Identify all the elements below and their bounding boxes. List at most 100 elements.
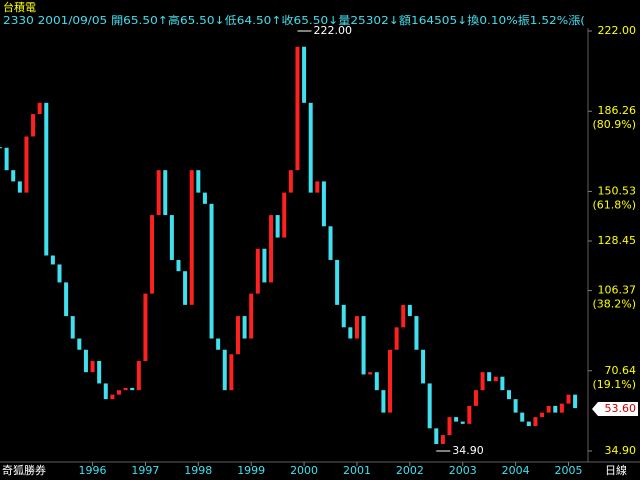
candle: [321, 181, 326, 227]
candle: [136, 360, 141, 391]
candle: [44, 102, 49, 256]
candle: [421, 349, 426, 384]
candle: [235, 316, 240, 355]
candle: [540, 412, 545, 418]
candle: [434, 428, 439, 445]
last-price-label: 53.60: [605, 402, 637, 415]
y-tick-label: 150.53: [598, 184, 637, 197]
candle: [50, 255, 55, 265]
y-tick-label: 128.45: [598, 234, 637, 247]
period-label: 日線: [605, 463, 627, 477]
candle: [249, 293, 254, 339]
candle: [354, 316, 359, 339]
candle: [77, 338, 82, 350]
y-tick-label: 186.26: [598, 104, 637, 117]
candle: [394, 327, 399, 350]
candle: [533, 417, 538, 427]
candle: [295, 46, 300, 171]
y-tick-label: 106.37: [598, 284, 637, 297]
candle: [255, 248, 260, 294]
chart-title: 台積電: [3, 0, 36, 14]
candle: [196, 170, 201, 193]
candle: [123, 387, 128, 391]
candle: [24, 136, 29, 193]
y-tick-label: 70.64: [605, 364, 637, 377]
candle: [143, 293, 148, 361]
candle: [11, 170, 16, 182]
candle: [216, 338, 221, 350]
candle: [447, 417, 452, 436]
candle: [116, 390, 121, 395]
candle: [467, 405, 472, 424]
candle: [553, 405, 558, 413]
candle: [183, 271, 188, 305]
candle: [130, 387, 135, 391]
candle: [242, 316, 247, 339]
candle: [90, 360, 95, 373]
last-price-box: [592, 402, 638, 417]
candle: [169, 215, 174, 260]
candle: [57, 264, 62, 283]
candle: [348, 327, 353, 339]
candle: [222, 349, 227, 391]
y-tick-label: 222.00: [598, 24, 637, 37]
quote-info: 2330 2001/09/05 開65.50↑高65.50↓低64.50↑收65…: [3, 13, 585, 27]
candle: [328, 226, 333, 260]
x-tick-label: 2005: [554, 464, 582, 477]
candle: [156, 170, 161, 216]
candle: [31, 114, 36, 137]
candle: [506, 390, 511, 400]
candle: [546, 405, 551, 413]
candle: [308, 102, 313, 193]
candle: [202, 192, 207, 204]
candle: [407, 304, 412, 317]
candle: [83, 349, 88, 373]
candle: [440, 435, 445, 445]
candle: [460, 421, 465, 424]
candle: [229, 354, 234, 391]
candle: [110, 394, 115, 400]
candle: [150, 215, 155, 294]
x-tick-label: 2004: [502, 464, 530, 477]
candle: [388, 349, 393, 413]
candle: [64, 282, 69, 317]
candle: [526, 421, 531, 427]
candle: [341, 304, 346, 328]
candle: [368, 372, 373, 375]
candle: [335, 259, 340, 305]
candle: [176, 259, 181, 272]
candle: [559, 403, 564, 413]
x-tick-label: 2000: [290, 464, 318, 477]
candle: [361, 316, 366, 375]
x-tick-label: 2001: [343, 464, 371, 477]
retracement-label: (19.1%): [592, 378, 636, 391]
candle: [573, 394, 578, 409]
candle: [374, 372, 379, 391]
x-tick-label: 1996: [79, 464, 107, 477]
y-tick-label: 34.90: [605, 444, 637, 457]
candle: [288, 170, 293, 193]
x-tick-label: 2002: [396, 464, 424, 477]
retracement-label: (61.8%): [592, 198, 636, 211]
candle: [381, 390, 386, 413]
candle: [500, 376, 505, 391]
candle: [315, 181, 320, 193]
candle: [566, 394, 571, 404]
candle: [493, 376, 498, 382]
candle: [487, 372, 492, 382]
candle: [37, 102, 42, 115]
candle: [103, 383, 108, 400]
candle: [480, 372, 485, 391]
candle: [520, 412, 525, 422]
broker-label: 奇狐勝券: [2, 463, 46, 477]
candle: [17, 181, 22, 193]
candle: [97, 360, 102, 384]
candle: [209, 203, 214, 339]
annotation-label: 222.00: [313, 24, 352, 37]
x-tick-label: 1999: [237, 464, 265, 477]
candle: [4, 147, 9, 171]
candle: [302, 46, 307, 103]
candle: [282, 192, 287, 238]
x-tick-label: 1998: [184, 464, 212, 477]
